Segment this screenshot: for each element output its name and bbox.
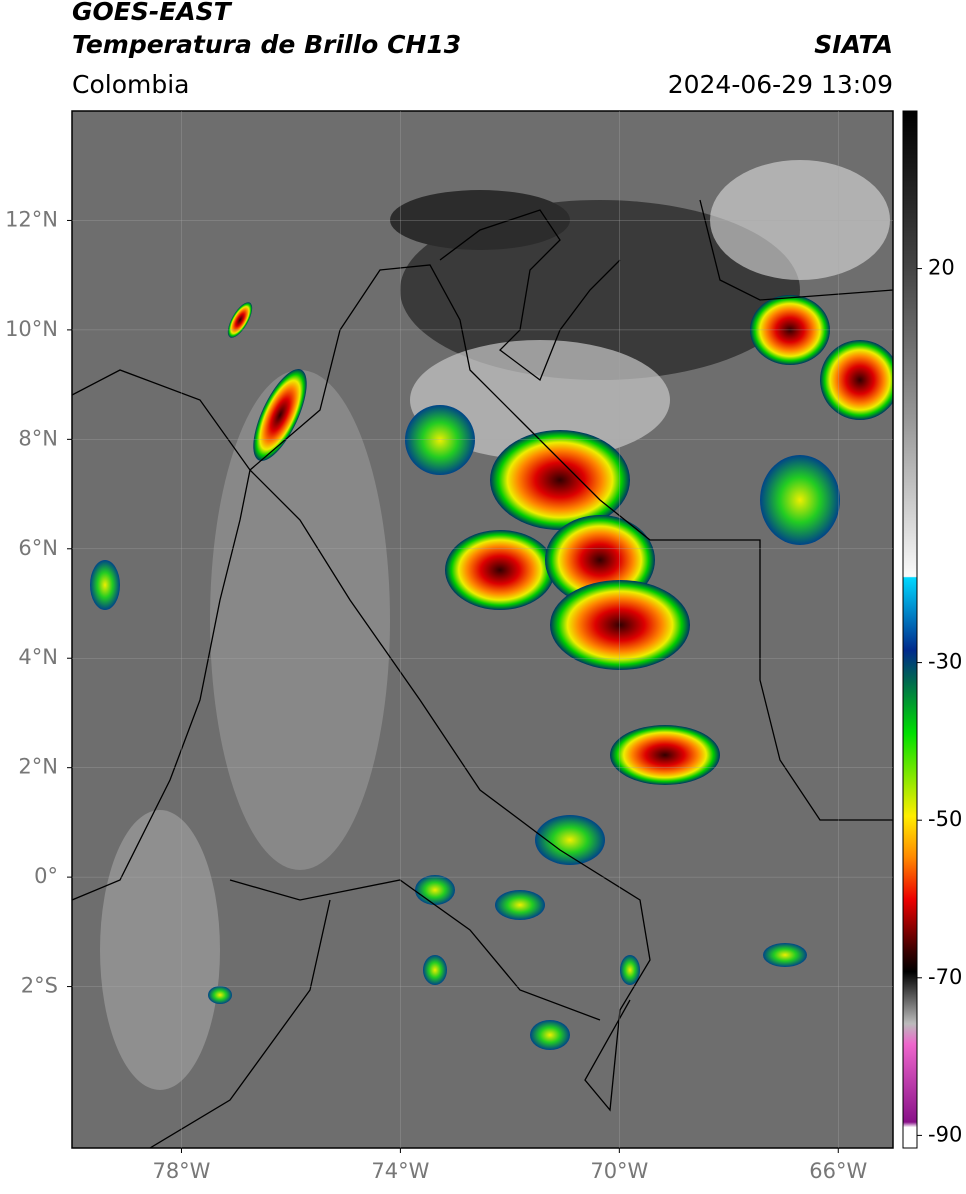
lat-tick-label: 10°N [5,317,58,341]
region: Colombia [72,70,189,99]
map-frame [71,110,894,1149]
colorbar [902,110,918,1149]
colorbar-tick-label: -90 [928,1122,962,1146]
source: SIATA [814,30,893,59]
lat-tick-label: 2°S [21,974,58,998]
colorbar-tick-label: -30 [928,650,962,674]
lat-tick-label: 2°N [18,755,58,779]
colorbar-tick-label: -50 [928,807,962,831]
lon-tick-label: 74°W [371,1159,429,1183]
lat-tick-label: 4°N [18,645,58,669]
lon-tick-label: 78°W [152,1159,210,1183]
lat-tick-label: 6°N [18,536,58,560]
subtitle: Temperatura de Brillo CH13 [72,30,461,59]
lat-tick-label: 0° [34,864,58,888]
lon-tick-label: 70°W [590,1159,648,1183]
lat-tick-label: 12°N [5,207,58,231]
colorbar-tick-label: 20 [928,256,955,280]
colorbar-tick-label: -70 [928,965,962,989]
satellite-image [72,111,893,1148]
title: GOES-EAST [72,0,233,26]
timestamp: 2024-06-29 13:09 [668,70,893,99]
lat-tick-label: 8°N [18,426,58,450]
lon-tick-label: 66°W [809,1159,867,1183]
